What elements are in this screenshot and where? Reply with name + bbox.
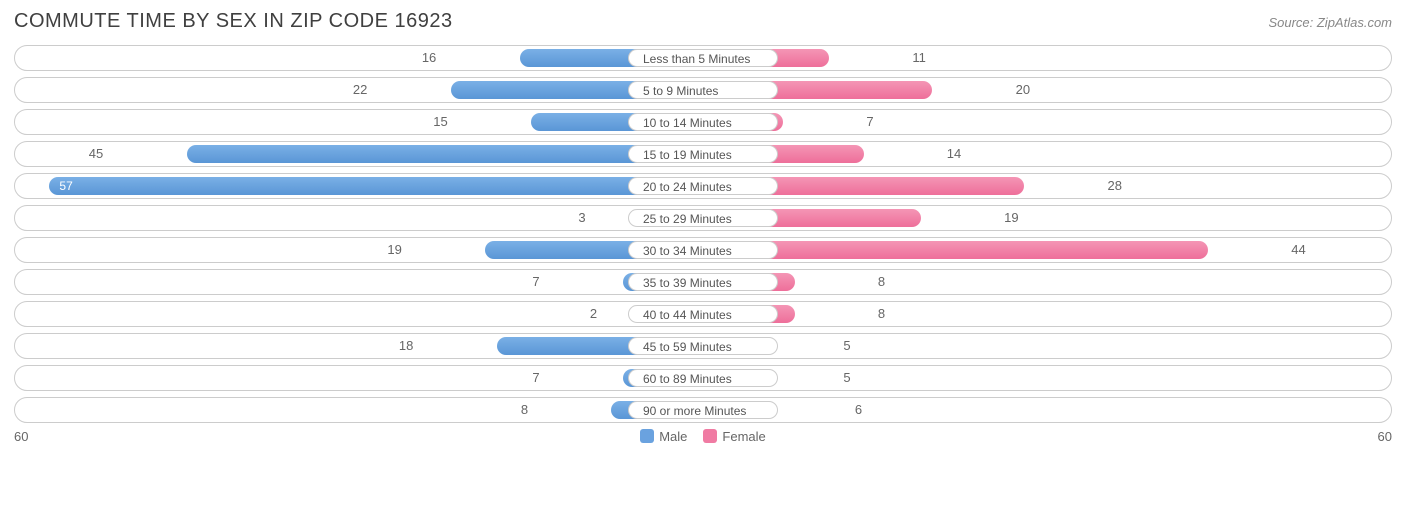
chart-row: 8 6 90 or more Minutes bbox=[14, 397, 1392, 423]
female-bar bbox=[703, 241, 1208, 259]
chart-row: 7 5 60 to 89 Minutes bbox=[14, 365, 1392, 391]
female-swatch-icon bbox=[703, 429, 717, 443]
category-label: 60 to 89 Minutes bbox=[628, 369, 778, 387]
category-label: 35 to 39 Minutes bbox=[628, 273, 778, 291]
category-label: 15 to 19 Minutes bbox=[628, 145, 778, 163]
female-value: 19 bbox=[1004, 206, 1018, 230]
category-label: 25 to 29 Minutes bbox=[628, 209, 778, 227]
male-value: 16 bbox=[422, 46, 436, 70]
male-value: 7 bbox=[532, 366, 539, 390]
chart-row: 15 7 10 to 14 Minutes bbox=[14, 109, 1392, 135]
male-value: 19 bbox=[387, 238, 401, 262]
male-bar bbox=[187, 145, 703, 163]
female-value: 11 bbox=[912, 46, 926, 70]
male-value: 3 bbox=[578, 206, 585, 230]
female-value: 20 bbox=[1016, 78, 1030, 102]
category-label: 30 to 34 Minutes bbox=[628, 241, 778, 259]
legend-label-male: Male bbox=[659, 429, 687, 444]
chart-legend: Male Female bbox=[640, 429, 766, 444]
chart-source: Source: ZipAtlas.com bbox=[1268, 15, 1392, 30]
female-value: 44 bbox=[1291, 238, 1305, 262]
diverging-bar-chart: 16 11 Less than 5 Minutes 22 20 5 to 9 Minute… bbox=[14, 45, 1392, 423]
category-label: 90 or more Minutes bbox=[628, 401, 778, 419]
male-value: 45 bbox=[89, 142, 103, 166]
female-value: 5 bbox=[843, 334, 850, 358]
chart-title: COMMUTE TIME BY SEX IN ZIP CODE 16923 bbox=[14, 10, 453, 33]
male-value: 22 bbox=[353, 78, 367, 102]
male-value: 15 bbox=[433, 110, 447, 134]
legend-item-male: Male bbox=[640, 429, 687, 444]
category-label: 20 to 24 Minutes bbox=[628, 177, 778, 195]
female-value: 6 bbox=[855, 398, 862, 422]
chart-row: 45 14 15 to 19 Minutes bbox=[14, 141, 1392, 167]
male-value: 57 bbox=[49, 174, 72, 198]
female-value: 7 bbox=[866, 110, 873, 134]
category-label: Less than 5 Minutes bbox=[628, 49, 778, 67]
chart-row: 3 19 25 to 29 Minutes bbox=[14, 205, 1392, 231]
female-value: 8 bbox=[878, 270, 885, 294]
female-value: 5 bbox=[843, 366, 850, 390]
chart-row: 7 8 35 to 39 Minutes bbox=[14, 269, 1392, 295]
chart-row: 19 44 30 to 34 Minutes bbox=[14, 237, 1392, 263]
female-value: 28 bbox=[1108, 174, 1122, 198]
male-swatch-icon bbox=[640, 429, 654, 443]
male-bar bbox=[49, 177, 703, 195]
male-value: 18 bbox=[399, 334, 413, 358]
male-value: 7 bbox=[532, 270, 539, 294]
chart-row: 2 8 40 to 44 Minutes bbox=[14, 301, 1392, 327]
chart-row: 57 28 20 to 24 Minutes bbox=[14, 173, 1392, 199]
female-value: 8 bbox=[878, 302, 885, 326]
category-label: 45 to 59 Minutes bbox=[628, 337, 778, 355]
chart-row: 16 11 Less than 5 Minutes bbox=[14, 45, 1392, 71]
legend-item-female: Female bbox=[703, 429, 765, 444]
category-label: 10 to 14 Minutes bbox=[628, 113, 778, 131]
category-label: 40 to 44 Minutes bbox=[628, 305, 778, 323]
legend-label-female: Female bbox=[722, 429, 765, 444]
male-value: 2 bbox=[590, 302, 597, 326]
axis-max-left: 60 bbox=[14, 429, 38, 444]
axis-max-right: 60 bbox=[1368, 429, 1392, 444]
category-label: 5 to 9 Minutes bbox=[628, 81, 778, 99]
male-value: 8 bbox=[521, 398, 528, 422]
chart-row: 22 20 5 to 9 Minutes bbox=[14, 77, 1392, 103]
female-value: 14 bbox=[947, 142, 961, 166]
chart-row: 18 5 45 to 59 Minutes bbox=[14, 333, 1392, 359]
